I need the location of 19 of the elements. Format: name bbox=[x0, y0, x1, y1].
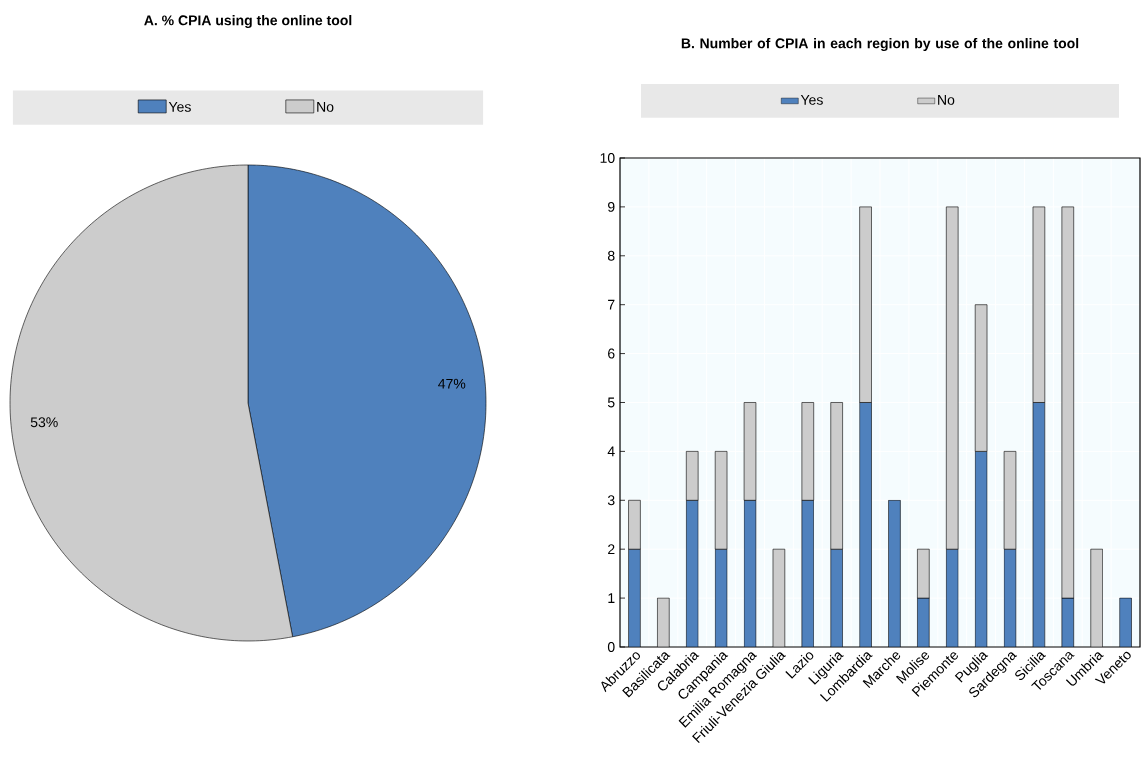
data-label: 53% bbox=[30, 417, 58, 428]
legend-label: Yes bbox=[800, 95, 823, 105]
legend-label: No bbox=[317, 102, 334, 112]
legend-label: Yes bbox=[168, 102, 191, 112]
legend-label: No bbox=[938, 95, 955, 105]
y-tick-label: 10 bbox=[600, 153, 615, 163]
chart-title: B. Number of CPIA in each region by use of the online tool bbox=[681, 38, 1079, 52]
y-tick-label: 1 bbox=[608, 593, 615, 603]
data-label: 47% bbox=[438, 378, 466, 389]
y-tick-label: 6 bbox=[608, 348, 615, 359]
y-tick-label: 4 bbox=[607, 446, 615, 457]
y-tick-label: 0 bbox=[607, 642, 615, 652]
y-tick-label: 5 bbox=[607, 397, 615, 408]
y-tick-label: 9 bbox=[608, 201, 615, 212]
y-tick-label: 7 bbox=[608, 299, 615, 310]
y-tick-label: 3 bbox=[607, 495, 615, 506]
chart-title: A. % CPIA using the online tool bbox=[144, 15, 352, 29]
y-tick-label: 8 bbox=[607, 250, 615, 261]
y-tick-label: 2 bbox=[608, 544, 615, 555]
